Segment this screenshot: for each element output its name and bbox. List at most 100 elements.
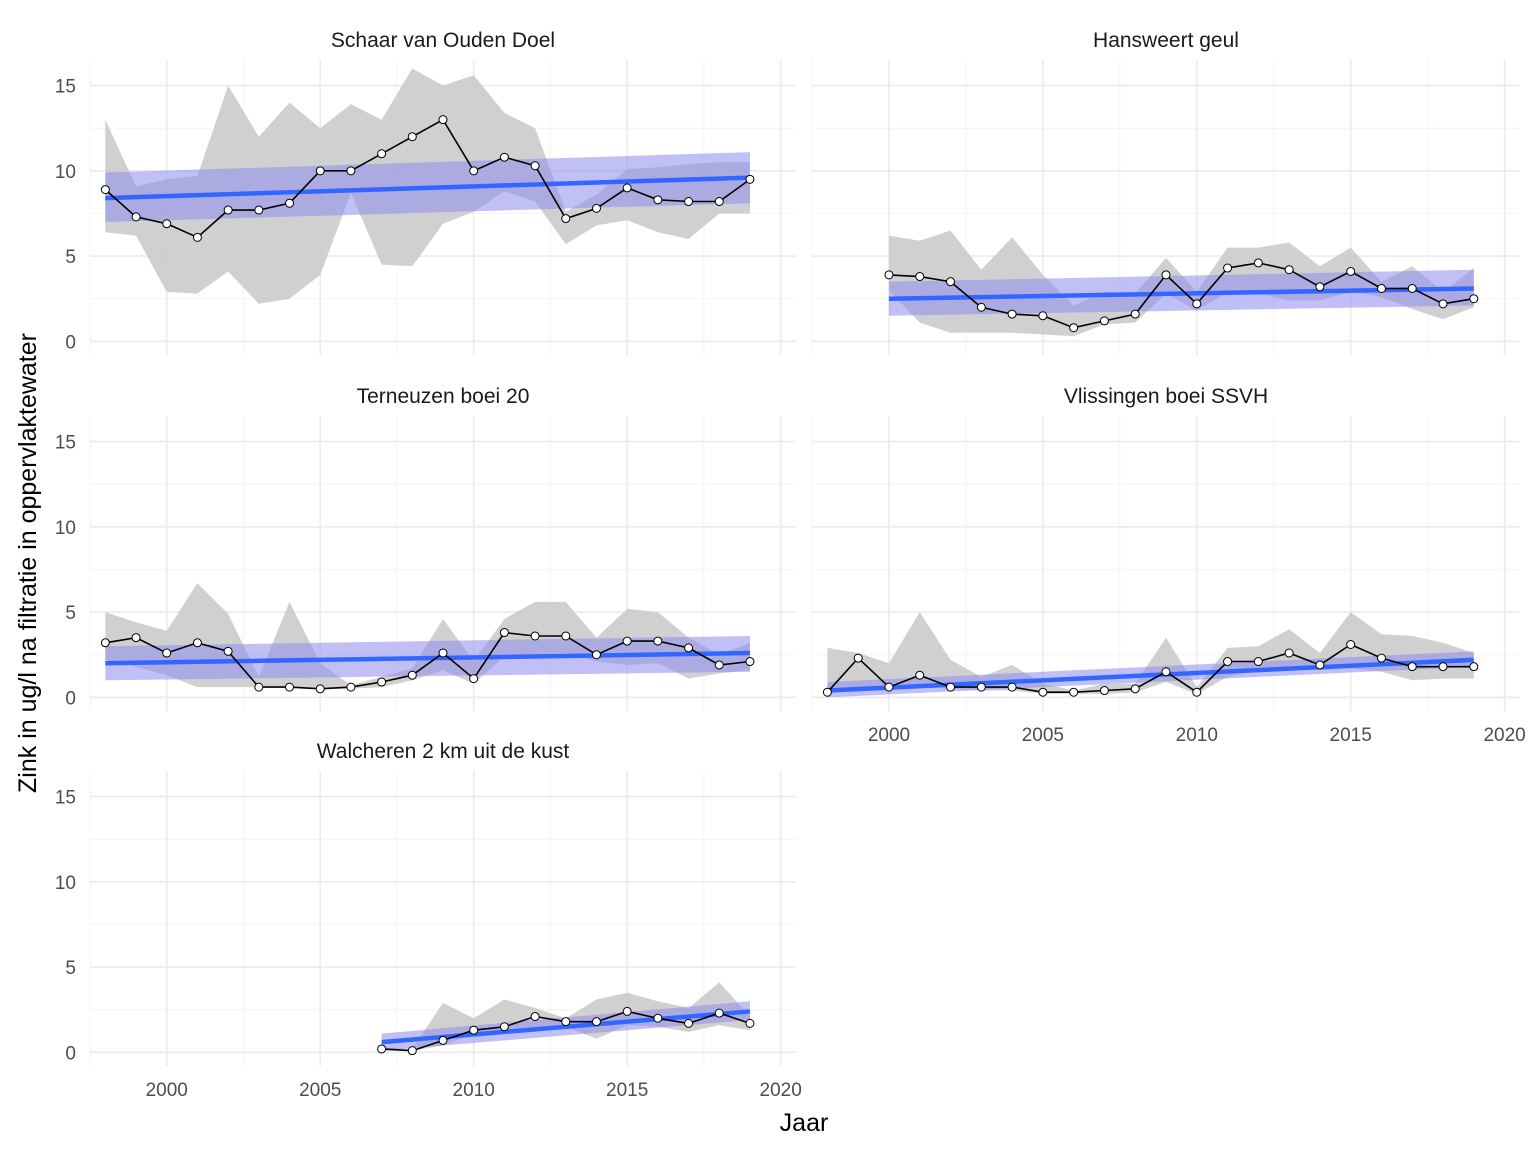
data-point (100, 638, 110, 648)
data-point (591, 203, 601, 213)
panel-title: Terneuzen boei 20 (357, 385, 530, 408)
y-tick-label: 15 (55, 788, 76, 809)
data-line (104, 118, 751, 239)
data-point (1315, 660, 1325, 670)
x-axis-title: Jaar (780, 1109, 829, 1137)
data-point (377, 677, 387, 687)
data-point (1223, 657, 1233, 667)
data-point (653, 1013, 663, 1023)
data-point (438, 1035, 448, 1045)
y-tick-label: 0 (65, 332, 76, 353)
data-point (946, 682, 956, 692)
data-point (315, 166, 325, 176)
data-point (1007, 309, 1017, 319)
y-axis-title: Zink in ug/l na filtratie in oppervlakte… (14, 333, 42, 793)
data-point (1253, 657, 1263, 667)
data-point (377, 1044, 387, 1054)
trend-line (105, 650, 750, 666)
data-point (254, 205, 264, 215)
data-point (622, 636, 632, 646)
x-tick-label: 2020 (1483, 725, 1525, 746)
data-point (377, 149, 387, 159)
data-point (1069, 687, 1079, 697)
data-point (192, 638, 202, 648)
data-point (976, 302, 986, 312)
data-point (223, 646, 233, 656)
data-point (530, 631, 540, 641)
y-tick-label: 10 (55, 162, 76, 183)
data-point (285, 682, 295, 692)
data-point (591, 1017, 601, 1027)
data-point (684, 643, 694, 653)
data-point (1130, 309, 1140, 319)
data-point (884, 270, 894, 280)
data-point (622, 183, 632, 193)
panel-title: Vlissingen boei SSVH (1064, 385, 1268, 408)
data-point (530, 1012, 540, 1022)
panel-4: Vlissingen boei SSVH 2000 2005 2010 2015 2020 (811, 385, 1526, 746)
data-point (1161, 667, 1171, 677)
x-tick-label: 2005 (299, 1080, 341, 1101)
data-point (745, 1018, 755, 1028)
data-point (745, 657, 755, 667)
data-point (223, 205, 233, 215)
data-point (407, 670, 417, 680)
x-tick-label: 2000 (146, 1080, 188, 1101)
data-point (1346, 266, 1356, 276)
data-point (1376, 283, 1386, 293)
data-point (1069, 323, 1079, 333)
data-point (853, 653, 863, 663)
data-point (1099, 686, 1109, 696)
data-point (1192, 687, 1202, 697)
data-point (1376, 653, 1386, 663)
data-point (469, 1025, 479, 1035)
data-line (888, 262, 1474, 329)
data-point (499, 1022, 509, 1032)
x-tick-label: 2015 (1330, 725, 1372, 746)
y-tick-label: 15 (55, 77, 76, 98)
panel-title: Schaar van Ouden Doel (331, 29, 555, 52)
data-point (714, 660, 724, 670)
data-line (105, 631, 751, 690)
panel-title: Walcheren 2 km uit de kust (317, 740, 570, 763)
x-tick-label: 2010 (453, 1080, 495, 1101)
data-point (315, 684, 325, 694)
data-point (438, 115, 448, 125)
x-tick-label: 2015 (606, 1080, 648, 1101)
data-point (1346, 639, 1356, 649)
data-point (561, 1017, 571, 1027)
data-point (100, 185, 110, 195)
x-tick-label: 2005 (1022, 725, 1064, 746)
trend-line (888, 286, 1474, 301)
data-point (745, 174, 755, 184)
data-point (946, 277, 956, 287)
data-point (1038, 687, 1048, 697)
data-point (162, 219, 172, 229)
trend-line (827, 657, 1474, 693)
data-point (530, 161, 540, 171)
x-tick-label: 2020 (760, 1080, 802, 1101)
data-point (1130, 684, 1140, 694)
data-line (826, 643, 1474, 694)
data-point (1007, 682, 1017, 692)
data-point (714, 1008, 724, 1018)
data-point (684, 197, 694, 207)
data-point (1407, 662, 1417, 672)
data-point (131, 633, 141, 643)
data-point (1253, 258, 1263, 268)
data-point (622, 1006, 632, 1016)
data-point (469, 166, 479, 176)
data-point (591, 650, 601, 660)
y-tick-label: 15 (55, 433, 76, 454)
panel-3: Terneuzen boei 20 0 5 10 15 (55, 385, 796, 711)
y-tick-label: 5 (65, 958, 76, 979)
x-tick-label: 2000 (868, 725, 910, 746)
data-point (162, 648, 172, 658)
data-point (131, 212, 141, 222)
data-point (1099, 316, 1109, 326)
data-point (1407, 283, 1417, 293)
trend-line (105, 175, 751, 201)
data-point (915, 272, 925, 282)
y-tick-label: 0 (65, 1043, 76, 1064)
